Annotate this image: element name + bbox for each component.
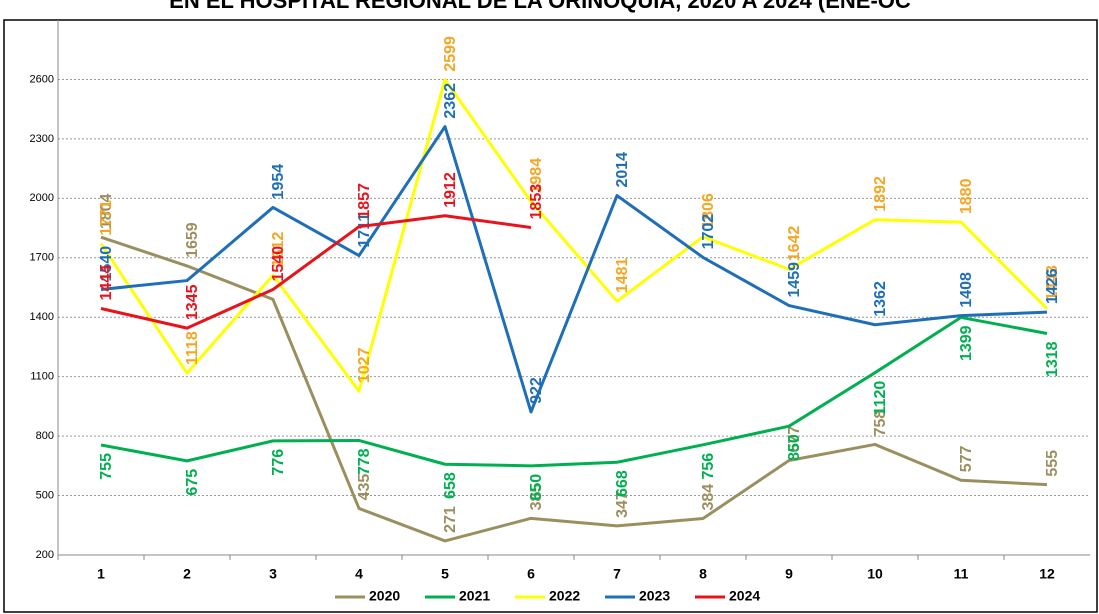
data-label: 1118 xyxy=(184,331,201,365)
y-tick-label: 1400 xyxy=(30,311,54,323)
data-label: 1459 xyxy=(786,262,803,298)
data-label: 850 xyxy=(786,434,803,461)
data-label: 755 xyxy=(98,453,115,480)
data-label: 1804 xyxy=(98,193,115,229)
data-label: 1318 xyxy=(1044,341,1061,377)
x-tick-label: 8 xyxy=(699,566,707,582)
data-label: 1857 xyxy=(356,183,373,219)
legend-label: 2023 xyxy=(639,588,670,604)
chart-border xyxy=(3,19,1098,613)
data-label: 1540 xyxy=(98,246,115,282)
data-label: 271 xyxy=(442,506,459,533)
y-tick-label: 2000 xyxy=(30,192,54,204)
x-tick-label: 2 xyxy=(183,566,191,582)
x-tick-label: 4 xyxy=(355,566,363,582)
x-tick-label: 1 xyxy=(97,566,105,582)
data-label: 677 xyxy=(786,426,803,453)
data-label: 1408 xyxy=(958,272,975,308)
y-tick-label: 200 xyxy=(36,549,54,561)
data-label: 1345 xyxy=(184,284,201,320)
y-tick-label: 2300 xyxy=(30,133,54,145)
data-label: 435 xyxy=(356,474,373,501)
data-label: 1612 xyxy=(270,232,287,268)
data-label: 1711 xyxy=(356,213,373,248)
data-label: 384 xyxy=(700,484,717,511)
y-tick-label: 800 xyxy=(36,430,54,442)
data-label: 347 xyxy=(614,491,631,518)
x-tick-label: 12 xyxy=(1039,566,1055,582)
series-line xyxy=(100,125,1048,414)
data-label: 1954 xyxy=(270,164,287,200)
legend-label: 2020 xyxy=(369,588,400,604)
x-tick-label: 3 xyxy=(269,566,277,582)
data-label: 2014 xyxy=(614,152,631,188)
chart-title: EN EL HOSPITAL REGIONAL DE LA ORINOQUÍA,… xyxy=(169,0,911,13)
data-label: 1120 xyxy=(872,381,889,416)
data-label: 2362 xyxy=(442,83,459,119)
data-label: 650 xyxy=(528,474,545,501)
x-tick-label: 6 xyxy=(527,566,535,582)
data-label: 1806 xyxy=(700,193,717,229)
x-tick-label: 7 xyxy=(613,566,621,582)
series-line xyxy=(99,78,1049,393)
data-label: 758 xyxy=(872,410,889,437)
data-label: 1540 xyxy=(270,246,287,282)
y-tick-label: 1700 xyxy=(30,252,54,264)
series-line xyxy=(100,214,532,330)
data-label: 1702 xyxy=(700,214,717,250)
data-label: 577 xyxy=(958,446,975,473)
data-label: 776 xyxy=(270,449,287,476)
x-tick-label: 5 xyxy=(441,566,449,582)
data-label: 756 xyxy=(700,453,717,480)
data-label: 555 xyxy=(1044,450,1061,477)
y-tick-label: 2600 xyxy=(30,73,54,85)
data-label: 668 xyxy=(614,470,631,497)
data-label: 778 xyxy=(356,448,373,475)
data-label: 1853 xyxy=(528,184,545,220)
x-tick-label: 10 xyxy=(867,566,883,582)
data-label: 1443 xyxy=(1044,265,1061,301)
data-label: 1027 xyxy=(356,347,373,383)
x-tick-label: 9 xyxy=(785,566,793,582)
legend-label: 2021 xyxy=(459,588,490,604)
data-label: 1880 xyxy=(958,178,975,214)
legend-label: 2024 xyxy=(729,588,760,604)
data-label: 1892 xyxy=(872,176,889,212)
data-label: 2599 xyxy=(442,36,459,72)
data-label: 385 xyxy=(528,484,545,511)
data-label: 1659 xyxy=(184,222,201,258)
y-tick-label: 1100 xyxy=(30,371,54,383)
data-label: 1362 xyxy=(872,281,889,317)
data-label: 1444 xyxy=(98,265,115,301)
x-tick-label: 11 xyxy=(954,566,969,582)
data-label: 1481 xyxy=(614,257,631,293)
data-label: 1771 xyxy=(98,200,115,236)
data-label: 922 xyxy=(528,377,545,404)
y-tick-label: 500 xyxy=(36,489,54,501)
data-label: 1399 xyxy=(958,325,975,361)
data-label: 1912 xyxy=(442,172,459,208)
legend-label: 2022 xyxy=(549,588,580,604)
data-label: 675 xyxy=(184,469,201,496)
data-label: 1984 xyxy=(528,158,545,194)
data-label: 1426 xyxy=(1044,268,1061,304)
data-label: 658 xyxy=(442,472,459,499)
data-label: 1642 xyxy=(786,226,803,262)
series-line xyxy=(100,235,1048,543)
series-line xyxy=(100,315,1048,468)
